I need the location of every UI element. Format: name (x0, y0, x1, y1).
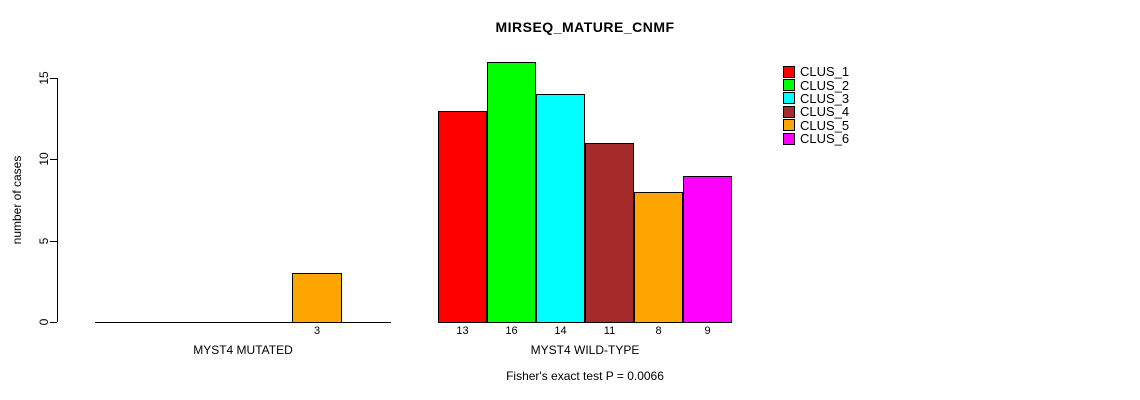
bar-value-label: 3 (313, 325, 321, 337)
legend-row: CLUS_6 (783, 132, 849, 145)
bar-value-label: 13 (456, 325, 469, 337)
y-tick-mark (50, 322, 57, 323)
bar-CLUS_4 (585, 143, 634, 323)
y-tick-mark (50, 159, 57, 161)
bar-value-label: 9 (704, 325, 711, 337)
legend-row: CLUS_2 (783, 77, 850, 93)
legend-label: CLUS_2 (800, 77, 850, 93)
bar-value-label: 11 (603, 325, 616, 337)
group-label: MYST4 MUTATED (193, 343, 293, 357)
bar-value-label: 16 (505, 325, 518, 337)
y-tick-label: 5 (37, 237, 51, 244)
legend-label: CLUS_6 (800, 131, 850, 147)
y-tick-label: 0 (37, 318, 51, 326)
bar-CLUS_5 (634, 191, 683, 323)
legend-swatch-icon (783, 119, 795, 132)
y-tick-label: 10 (37, 152, 51, 167)
legend-row: CLUS_5 (783, 119, 849, 132)
legend-row: CLUS_1 (783, 65, 849, 78)
legend-swatch-icon (783, 105, 795, 118)
legend-swatch-icon (783, 65, 795, 78)
legend-row: CLUS_4 (783, 105, 849, 118)
legend: CLUS_1 CLUS_2 CLUS_3 CLUS_4 CLUS_5 CLUS_6 (783, 65, 849, 145)
y-axis-line (57, 78, 58, 322)
chart-title: MIRSEQ_MATURE_CNMF (495, 19, 675, 35)
legend-label: CLUS_4 (800, 104, 850, 120)
group-label: MYST4 WILD-TYPE (530, 343, 640, 357)
stat-annotation: Fisher's exact test P = 0.0066 (506, 369, 664, 383)
bar-value-label: 14 (554, 325, 567, 337)
bar-CLUS_3 (536, 94, 585, 323)
bar-CLUS_2 (487, 61, 536, 323)
legend-label: CLUS_3 (800, 90, 850, 106)
y-tick-mark (50, 240, 57, 242)
bar-CLUS_1 (438, 110, 487, 323)
y-tick-label: 15 (37, 71, 51, 85)
legend-row: CLUS_3 (783, 92, 849, 105)
bar-CLUS_5 (292, 273, 342, 323)
legend-swatch-icon (783, 92, 795, 105)
legend-swatch-icon (783, 79, 795, 92)
legend-swatch-icon (783, 132, 795, 145)
bar-value-label: 8 (655, 325, 662, 337)
x-axis-baseline (95, 322, 391, 323)
bar-CLUS_6 (683, 175, 732, 323)
legend-label: CLUS_5 (800, 117, 850, 133)
legend-label: CLUS_1 (800, 64, 850, 80)
y-axis-label: number of cases (10, 155, 24, 245)
y-tick-mark (50, 78, 57, 79)
